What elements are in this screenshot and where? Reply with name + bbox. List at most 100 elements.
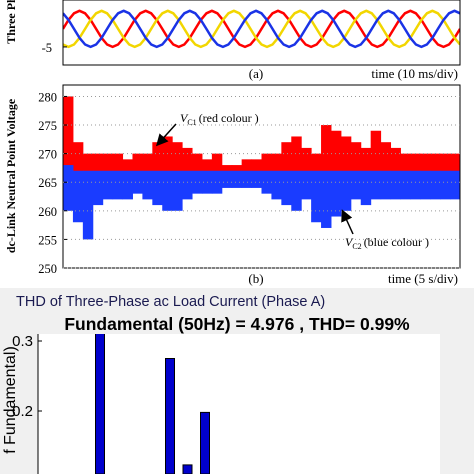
- voltage-band: [142, 153, 153, 177]
- phase-line: [63, 9, 460, 49]
- annotation: VC1 (red colour ): [180, 111, 259, 127]
- voltage-band: [172, 170, 183, 211]
- phase-line: [63, 9, 460, 49]
- voltage-band: [211, 170, 223, 194]
- voltage-band: [350, 142, 362, 177]
- caption: (b): [248, 271, 263, 286]
- y-axis-label: dc-Link Neutral Point Voltage: [4, 98, 18, 253]
- y-tick-label: -5: [42, 41, 52, 55]
- annotation-subscript: C1: [187, 118, 196, 127]
- voltage-band: [420, 153, 431, 177]
- voltage-band: [440, 170, 451, 200]
- annotation-arrow: [155, 123, 177, 147]
- voltage-band: [281, 142, 292, 177]
- harmonic-bar: [165, 358, 175, 474]
- voltage-band: [251, 159, 262, 177]
- x-axis-label: time (5 s/div): [388, 271, 458, 286]
- y-axis-label: Three Ph: [4, 0, 18, 44]
- voltage-band: [162, 136, 173, 177]
- plot-frame: [62, 84, 461, 269]
- voltage-band: [400, 170, 411, 200]
- voltage-band: [92, 153, 104, 177]
- voltage-band: [301, 170, 312, 200]
- voltage-band: [311, 170, 322, 223]
- voltage-band: [450, 170, 460, 200]
- voltage-band: [102, 153, 114, 177]
- voltage-band: [152, 170, 163, 206]
- chart-title: THD of Three-Phase ac Load Current (Phas…: [16, 294, 325, 310]
- voltage-band: [271, 153, 282, 177]
- voltage-band: [82, 170, 94, 240]
- caption: (a): [249, 66, 263, 81]
- voltage-band: [400, 153, 411, 177]
- voltage-band: [410, 153, 421, 177]
- voltage-band: [192, 153, 203, 177]
- harmonic-bar: [182, 464, 193, 474]
- annotation-symbol: V: [180, 111, 189, 125]
- voltage-band: [172, 142, 183, 177]
- voltage-band: [192, 170, 203, 194]
- voltage-band: [380, 142, 392, 177]
- y-tick-label: 265: [38, 176, 57, 190]
- voltage-band: [122, 159, 133, 177]
- voltage-band: [420, 170, 431, 200]
- chart-subtitle: Fundamental (50Hz) = 4.976 , THD= 0.99%: [64, 314, 410, 334]
- voltage-band: [390, 170, 401, 200]
- voltage-band: [261, 153, 272, 177]
- voltage-band: [360, 147, 372, 177]
- voltage-band: [430, 153, 441, 177]
- voltage-band: [330, 170, 342, 217]
- y-tick-label: 0.2: [12, 403, 33, 420]
- y-tick-label: 280: [38, 90, 57, 104]
- voltage-band: [350, 170, 362, 200]
- voltage-band: [182, 147, 193, 177]
- voltage-band: [251, 170, 262, 188]
- plot-data: [63, 96, 460, 240]
- voltage-band: [261, 170, 272, 194]
- voltage-band: [321, 170, 332, 228]
- y-tick-label: 250: [38, 262, 57, 276]
- voltage-band: [72, 142, 84, 188]
- plot-data: [63, 9, 460, 49]
- voltage-band: [112, 153, 124, 177]
- annotation-text: (blue colour ): [364, 235, 429, 249]
- annotation-subscript: C2: [352, 242, 361, 251]
- voltage-band: [390, 147, 401, 177]
- voltage-band: [132, 170, 143, 194]
- voltage-band: [201, 159, 213, 177]
- y-tick-label: 255: [38, 233, 57, 247]
- voltage-band: [122, 170, 133, 200]
- voltage-band: [211, 153, 223, 177]
- annotation: VC2 (blue colour ): [345, 235, 429, 251]
- voltage-band: [291, 136, 302, 177]
- voltage-band: [370, 170, 382, 200]
- annotation-symbol: V: [345, 235, 354, 249]
- harmonic-bar: [200, 411, 210, 474]
- phase-line: [63, 9, 460, 49]
- plot-frame: [62, 0, 461, 66]
- voltage-band: [410, 170, 421, 200]
- voltage-band: [241, 159, 253, 177]
- harmonic-bar: [95, 334, 105, 474]
- voltage-band: [231, 170, 243, 188]
- voltage-band: [340, 136, 352, 177]
- voltage-band: [132, 153, 143, 177]
- voltage-band: [440, 153, 451, 177]
- y-tick-label: 275: [38, 119, 57, 133]
- x-axis-label: time (10 ms/div): [371, 66, 458, 81]
- voltage-band: [311, 153, 322, 177]
- voltage-band: [152, 142, 163, 177]
- voltage-band: [63, 165, 74, 211]
- voltage-band: [360, 170, 372, 206]
- y-axis-label: f Fundamental): [2, 346, 19, 454]
- voltage-band: [281, 170, 292, 206]
- voltage-band: [63, 96, 74, 200]
- voltage-band: [271, 170, 282, 200]
- voltage-band: [92, 170, 104, 206]
- y-tick-label: 0.3: [12, 333, 33, 350]
- voltage-band: [291, 170, 302, 211]
- y-tick-label: 260: [38, 205, 57, 219]
- voltage-band: [182, 170, 193, 200]
- voltage-band: [142, 170, 153, 200]
- voltage-band: [450, 153, 460, 177]
